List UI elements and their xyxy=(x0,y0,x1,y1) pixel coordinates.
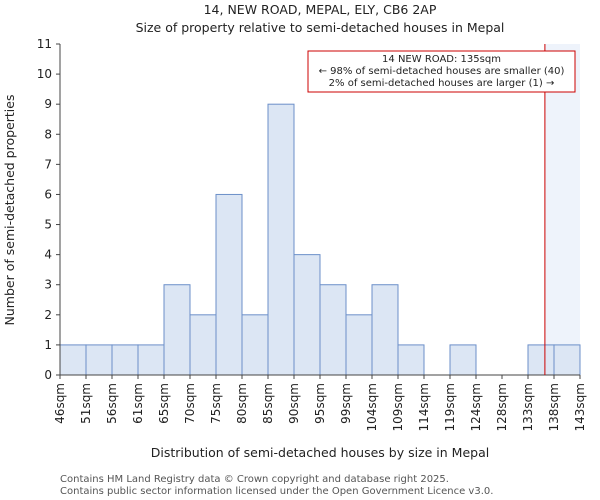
x-axis-label: Distribution of semi-detached houses by … xyxy=(151,445,489,460)
x-tick-label: 128sqm xyxy=(495,383,509,431)
x-tick-label: 61sqm xyxy=(131,383,145,424)
y-tick-label: 4 xyxy=(44,248,52,262)
bar xyxy=(267,103,295,376)
x-tick-label: 109sqm xyxy=(391,383,405,431)
x-tick-label: 114sqm xyxy=(417,383,431,431)
x-tick-label: 138sqm xyxy=(547,383,561,431)
bar xyxy=(189,314,217,376)
chart-title: 14, NEW ROAD, MEPAL, ELY, CB6 2AP xyxy=(204,2,437,17)
y-tick-label: 9 xyxy=(44,97,52,111)
x-tick-label: 133sqm xyxy=(521,383,535,431)
x-tick-label: 124sqm xyxy=(469,383,483,431)
annotation-line-2: ← 98% of semi-detached houses are smalle… xyxy=(319,66,565,77)
x-tick-label: 99sqm xyxy=(339,383,353,424)
bar xyxy=(215,193,243,376)
x-tick-label: 104sqm xyxy=(365,383,379,431)
bar xyxy=(59,344,87,376)
x-tick-label: 143sqm xyxy=(573,383,587,431)
y-tick-label: 3 xyxy=(44,278,52,292)
highlight-region xyxy=(544,44,580,375)
bar xyxy=(137,344,165,376)
bar xyxy=(553,344,581,376)
y-tick-label: 11 xyxy=(37,37,52,51)
x-tick-label: 56sqm xyxy=(105,383,119,424)
bar xyxy=(345,314,373,376)
annotation-line-3: 2% of semi-detached houses are larger (1… xyxy=(329,78,555,89)
bar xyxy=(85,344,113,376)
y-tick-label: 5 xyxy=(44,218,52,232)
y-tick-label: 0 xyxy=(44,368,52,382)
y-tick-label: 10 xyxy=(37,67,52,81)
annotation-frame xyxy=(307,50,576,93)
bar xyxy=(293,254,321,376)
bar xyxy=(397,344,425,376)
larger-region xyxy=(544,44,580,375)
y-ticks: 0 1 2 3 4 5 6 7 8 9 10 11 xyxy=(37,37,60,382)
x-tick-label: 70sqm xyxy=(183,383,197,424)
bar xyxy=(241,314,269,376)
bar xyxy=(319,284,347,376)
x-tick-label: 80sqm xyxy=(235,383,249,424)
x-tick-label: 65sqm xyxy=(157,383,171,424)
y-tick-label: 8 xyxy=(44,127,52,141)
y-tick-label: 6 xyxy=(44,187,52,201)
y-axis-label: Number of semi-detached properties xyxy=(2,95,17,326)
x-tick-label: 119sqm xyxy=(443,383,457,431)
footer-line-1: Contains HM Land Registry data © Crown c… xyxy=(60,474,449,485)
x-tick-label: 75sqm xyxy=(209,383,223,424)
x-tick-label: 90sqm xyxy=(287,383,301,424)
bar xyxy=(449,344,477,376)
x-ticks: 46sqm 51sqm 56sqm 61sqm 65sqm 70sqm 75sqm 80sqm… xyxy=(53,375,587,431)
bar xyxy=(527,344,555,376)
y-tick-label: 1 xyxy=(44,338,52,352)
x-tick-label: 46sqm xyxy=(53,383,67,424)
bar xyxy=(371,284,399,376)
annotation-box: 14 NEW ROAD: 135sqm ← 98% of semi-detach… xyxy=(307,50,576,93)
bars xyxy=(59,103,581,376)
x-tick-label: 95sqm xyxy=(313,383,327,424)
footer-line-2: Contains public sector information licen… xyxy=(60,486,493,497)
x-tick-label: 51sqm xyxy=(79,383,93,424)
y-tick-label: 2 xyxy=(44,308,52,322)
bar xyxy=(163,284,191,376)
annotation-line-1: 14 NEW ROAD: 135sqm xyxy=(382,54,501,65)
bar xyxy=(111,344,139,376)
chart-subtitle: Size of property relative to semi-detach… xyxy=(136,20,505,35)
y-tick-label: 7 xyxy=(44,157,52,171)
x-tick-label: 85sqm xyxy=(261,383,275,424)
